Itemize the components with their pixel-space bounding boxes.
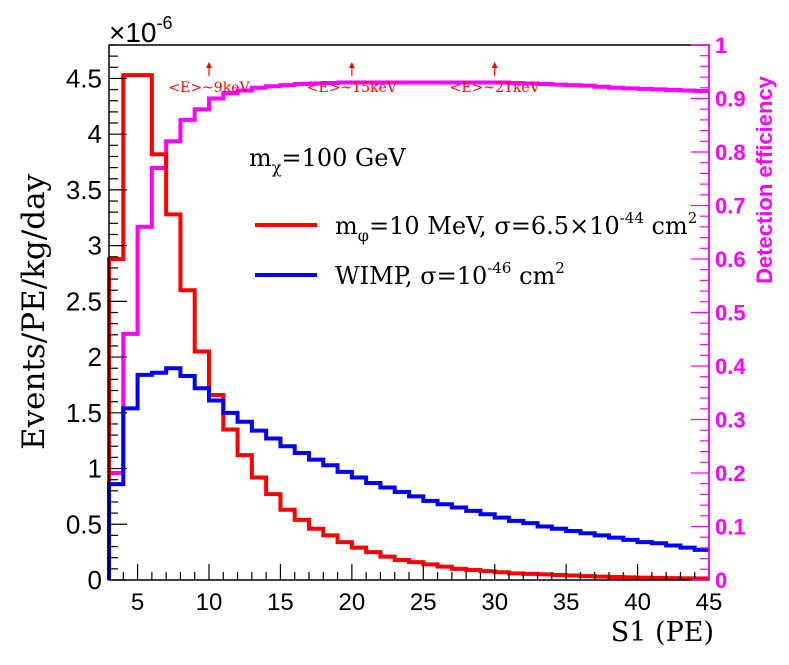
y2-tick-label: 0.7 xyxy=(715,194,746,219)
y2-tick-label: 0.3 xyxy=(715,408,746,433)
y-tick-label: 2 xyxy=(88,342,102,372)
x-tick-label: 40 xyxy=(624,589,651,616)
y2-axis: 0 0.1 0.2 0.3 0.4 0.5 0.6 0.7 0.8 0.9 1 xyxy=(691,33,746,593)
legend: mφ=10 MeV, σ=6.5×10-44 cm2 WIMP, σ=10-46… xyxy=(255,209,697,290)
x-tick-label: 35 xyxy=(553,589,580,616)
annotation-arrowhead xyxy=(348,62,355,68)
y-tick-label: 2.5 xyxy=(66,286,102,316)
y-tick-label: 0 xyxy=(88,565,102,595)
y-tick-label: 4.5 xyxy=(66,63,102,93)
y-multiplier: ×10-6 xyxy=(109,13,173,48)
annotation-arrowhead xyxy=(491,62,498,68)
mass-label: mχ=100 GeV xyxy=(249,144,406,177)
y-tick-label: 3 xyxy=(88,231,102,261)
y2-tick-label: 0.8 xyxy=(715,140,746,165)
annotation-arrowhead xyxy=(206,62,212,68)
series-mediator xyxy=(107,73,709,581)
x-tick-label: 15 xyxy=(267,589,294,616)
plot-frame xyxy=(108,44,710,581)
annotation-label: <E>~15keV xyxy=(307,80,398,96)
annotation-label: <E>~21keV xyxy=(450,80,541,96)
y2-axis-label: Detection efficiency xyxy=(752,75,777,284)
plot-lines xyxy=(107,73,709,581)
x-axis: 5 10 15 20 25 30 35 40 45 xyxy=(108,564,723,616)
energy-annotations: <E>~9keV <E>~15keV <E>~21keV xyxy=(168,62,541,96)
x-tick-label: 30 xyxy=(481,589,508,616)
y-tick-label: 3.5 xyxy=(66,175,102,205)
x-tick-label: 5 xyxy=(131,589,144,616)
y2-tick-label: 0.1 xyxy=(715,515,746,540)
y-axis-label: Events/PE/kg/day xyxy=(16,173,52,450)
y2-tick-label: 0.2 xyxy=(715,461,746,486)
legend-label-wimp: WIMP, σ=10-46 cm2 xyxy=(335,259,565,290)
annotation-label: <E>~9keV xyxy=(168,80,250,96)
y2-tick-label: 1 xyxy=(715,33,727,58)
x-tick-label: 45 xyxy=(696,589,723,616)
y-tick-label: 1 xyxy=(88,454,102,484)
x-tick-label: 25 xyxy=(410,589,437,616)
y-tick-label: 1.5 xyxy=(66,398,102,428)
y-tick-label: 4 xyxy=(88,119,102,149)
series-detection-efficiency xyxy=(107,80,709,580)
y2-tick-label: 0.9 xyxy=(715,87,746,112)
y2-tick-label: 0.4 xyxy=(715,354,746,379)
y-axis: 0 0.5 1 1.5 2 2.5 3 3.5 4 4.5 xyxy=(66,44,127,595)
y-tick-label: 0.5 xyxy=(66,509,102,539)
x-axis-label: S1 (PE) xyxy=(611,617,714,648)
y2-tick-label: 0.6 xyxy=(715,247,746,272)
x-tick-label: 10 xyxy=(196,589,223,616)
series-wimp xyxy=(107,366,709,580)
y2-tick-label: 0 xyxy=(715,568,727,593)
legend-label-mediator: mφ=10 MeV, σ=6.5×10-44 cm2 xyxy=(335,209,697,245)
y2-tick-label: 0.5 xyxy=(715,301,746,326)
x-tick-label: 20 xyxy=(339,589,366,616)
